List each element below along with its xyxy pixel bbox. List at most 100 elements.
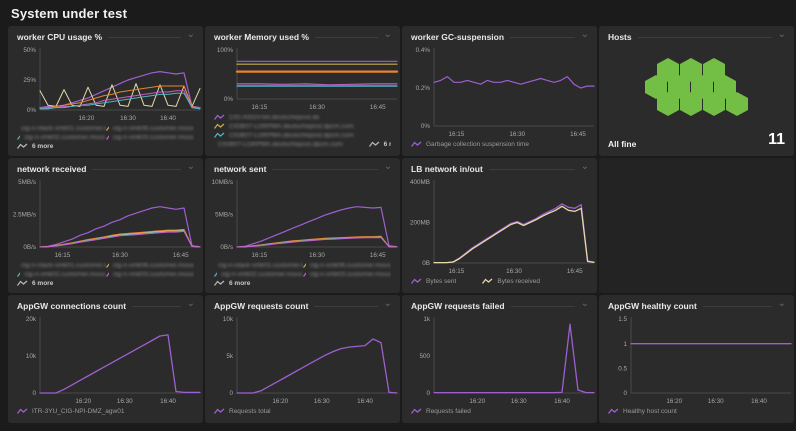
legend-item[interactable]: Requests failed <box>411 408 588 415</box>
legend-item[interactable]: cig-n-vmk06.customer.mous <box>302 262 391 269</box>
host-hexagon[interactable] <box>645 75 667 99</box>
panel-title[interactable]: LB network in/out <box>411 164 483 174</box>
panel-title[interactable]: network received <box>17 164 87 174</box>
tick-label: 100% <box>217 47 234 54</box>
legend-more[interactable]: 6 more <box>214 280 250 287</box>
legend-item[interactable]: cig-n-vmk06.customer.mous <box>105 125 194 132</box>
chevron-down-icon[interactable]: ⌄ <box>383 29 392 40</box>
panel-title[interactable]: worker GC-suspension <box>411 32 505 42</box>
legend-item[interactable]: CIGB07-LOKPMA.deutschepost.dpcm.com 6 mor… <box>214 141 391 148</box>
chart-area[interactable]: 0B/s 5MB/s 10MB/s 16:15 16:30 16:45 <box>205 176 400 260</box>
legend-item[interactable]: cig-n-ntack-vmk01.customer.mous <box>17 125 106 132</box>
host-hexagon[interactable] <box>714 75 736 99</box>
legend-item[interactable]: CIG-ASGV-b4.deutschepost.de <box>214 114 391 121</box>
chart-area[interactable]: 0% 0.2% 0.4% 16:15 16:30 16:45 <box>402 44 597 139</box>
chart[interactable]: 0% 0.2% 0.4% 16:15 16:30 16:45 <box>406 44 597 139</box>
chart[interactable]: 0B/s 2.5MB/s 5MB/s 16:15 16:30 16:45 <box>12 176 203 260</box>
chevron-down-icon[interactable]: ⌄ <box>777 29 786 40</box>
chevron-down-icon[interactable]: ⌄ <box>580 29 589 40</box>
legend-item[interactable]: Requests total <box>214 408 391 415</box>
legend-item[interactable]: CIGB07-LOKPMA.deutschepost.dpcm.com <box>214 123 391 130</box>
legend-item[interactable]: cig-n-vmk03.customer.mous <box>105 134 194 141</box>
panel-hosts: Hosts ⌄ All fine 11 <box>599 26 794 156</box>
panel-title[interactable]: AppGW healthy count <box>608 301 697 311</box>
title-divider <box>92 168 181 170</box>
chevron-down-icon[interactable]: ⌄ <box>186 161 195 172</box>
host-hexagon[interactable] <box>680 58 702 82</box>
chart-area[interactable]: 0 0.5 1 1.5 16:20 16:30 16:40 <box>599 313 794 406</box>
legend-item[interactable]: Healthy host count <box>608 408 785 415</box>
sparkline-icon <box>368 141 380 147</box>
chart[interactable]: 0% 25% 50% 16:20 16:30 16:40 <box>12 44 203 123</box>
tick-label: 16:15 <box>449 268 465 275</box>
chevron-down-icon[interactable]: ⌄ <box>383 298 392 309</box>
host-hexagon[interactable] <box>680 92 702 116</box>
chart-area[interactable]: 0 5k 10k 16:20 16:30 16:40 <box>205 313 400 406</box>
chevron-down-icon[interactable]: ⌄ <box>383 161 392 172</box>
host-hexagon[interactable] <box>657 92 679 116</box>
panel-title[interactable]: worker Memory used % <box>214 32 309 42</box>
chart-area[interactable]: 0% 100% 16:15 16:30 16:45 <box>205 44 400 112</box>
tick-label: 16:40 <box>554 398 570 405</box>
legend-item[interactable]: cig-n-ntack-vmk01.customer.mous <box>17 262 106 269</box>
chart[interactable]: 0B 200MB 400MB 16:15 16:30 16:45 <box>406 176 597 276</box>
legend-item[interactable]: Bytes sent <box>411 278 456 285</box>
panel-title[interactable]: AppGW connections count <box>17 301 127 311</box>
chevron-down-icon[interactable]: ⌄ <box>186 298 195 309</box>
host-hexagon[interactable] <box>657 58 679 82</box>
host-hexagon[interactable] <box>668 75 690 99</box>
tick-label: 16:40 <box>751 398 767 405</box>
chart-area[interactable]: 0% 25% 50% 16:20 16:30 16:40 <box>8 44 203 123</box>
chart[interactable]: 0 10k 20k 16:20 16:30 16:40 <box>12 313 203 406</box>
panel-title[interactable]: AppGW requests count <box>214 301 309 311</box>
chart[interactable]: 0 5k 10k 16:20 16:30 16:40 <box>209 313 400 406</box>
chart[interactable]: 0B/s 5MB/s 10MB/s 16:15 16:30 16:45 <box>209 176 400 260</box>
legend-item[interactable]: cig-n-vmk02.customer.mous <box>17 271 106 278</box>
panel-title[interactable]: AppGW requests failed <box>411 301 505 311</box>
host-hexagon[interactable] <box>703 58 725 82</box>
chevron-down-icon[interactable]: ⌄ <box>580 161 589 172</box>
host-hexagon[interactable] <box>691 75 713 99</box>
series-ITR-3YU_CIG-NPI-DMZ_agw01 <box>39 334 201 394</box>
chart[interactable]: 0 0.5 1 1.5 16:20 16:30 16:40 <box>603 313 794 406</box>
host-hexagon[interactable] <box>703 92 725 116</box>
panel-title[interactable]: worker CPU usage % <box>17 32 103 42</box>
panel-network-sent: network sent ⌄ 0B/s 5MB/s 10MB/s 16:15 16:30 16… <box>205 158 400 293</box>
legend-item[interactable]: Bytes received <box>482 278 540 285</box>
chevron-down-icon[interactable]: ⌄ <box>580 298 589 309</box>
chart[interactable]: 0% 100% 16:15 16:30 16:45 <box>209 44 400 112</box>
chart-area[interactable]: 0B 200MB 400MB 16:15 16:30 16:45 <box>402 176 597 276</box>
tick-label: 16:30 <box>708 398 724 405</box>
panel-title[interactable]: Hosts <box>608 32 632 42</box>
chevron-down-icon[interactable]: ⌄ <box>777 298 786 309</box>
legend-item[interactable]: ITR-3YU_CIG-NPI-DMZ_agw01 <box>17 408 194 415</box>
legend-more[interactable]: 6 more <box>17 280 53 287</box>
legend: cig-n-ntack-vmk01.customer.mous cig-n-vmk… <box>8 123 203 156</box>
tick-label: 400MB <box>410 179 430 186</box>
host-hexagon[interactable] <box>726 92 748 116</box>
legend: ITR-3YU_CIG-NPI-DMZ_agw01 <box>8 406 203 423</box>
legend-item[interactable]: cig-n-vmk03.customer.mous <box>302 271 391 278</box>
legend-more[interactable]: 6 more <box>368 141 391 148</box>
chevron-down-icon[interactable]: ⌄ <box>186 29 195 40</box>
legend-item[interactable]: cig-n-vmk03.customer.mous <box>105 271 194 278</box>
legend-label: cig-n-vmk06.customer.mous <box>112 262 194 269</box>
legend-item[interactable]: CIGB07-LOKPMA.deutschepost.dpcm.com <box>214 132 391 139</box>
tick-label: 2.5MB/s <box>13 212 36 219</box>
legend-item[interactable]: cig-n-vmk02.customer.mous <box>17 134 106 141</box>
chart[interactable]: 0 500 1k 16:20 16:30 16:40 <box>406 313 597 406</box>
legend-item[interactable]: Garbage collection suspension time <box>411 141 588 148</box>
legend-more[interactable]: 6 more <box>17 143 53 150</box>
legend-item[interactable]: cig-n-vmk06.customer.mous <box>105 262 194 269</box>
legend-label: Bytes sent <box>426 278 457 285</box>
chart-area[interactable]: 0 500 1k 16:20 16:30 16:40 <box>402 313 597 406</box>
legend-item[interactable]: cig-n-ntack-vmk01.customer.mous <box>214 262 303 269</box>
chart-area[interactable]: 0B/s 2.5MB/s 5MB/s 16:15 16:30 16:45 <box>8 176 203 260</box>
chart-area[interactable]: 0 10k 20k 16:20 16:30 16:40 <box>8 313 203 406</box>
series-node-5 <box>39 230 201 248</box>
legend: cig-n-ntack-vmk01.customer.mous cig-n-vmk… <box>8 260 203 293</box>
panel-grid: worker CPU usage % ⌄ 0% 25% 50% 16:20 16:30 16:… <box>0 26 796 423</box>
sparkline-icon <box>608 408 619 414</box>
panel-title[interactable]: network sent <box>214 164 267 174</box>
legend-item[interactable]: cig-n-vmk02.customer.mous <box>214 271 303 278</box>
